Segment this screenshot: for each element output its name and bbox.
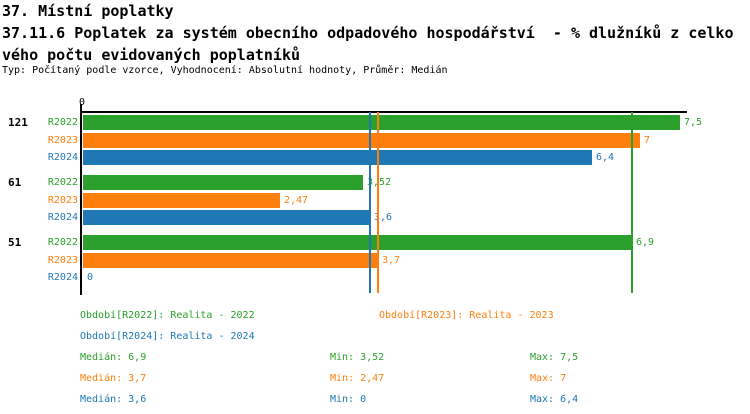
bar xyxy=(83,193,280,208)
bar xyxy=(83,115,680,130)
category-label: 51 xyxy=(8,236,22,249)
page-title: 37. Místní poplatky xyxy=(2,2,174,20)
legend-item-r2024: Období[R2024]: Realita - 2024 xyxy=(80,331,255,342)
bar-value-label: 6,4 xyxy=(596,152,615,163)
x-axis-zero-tick-label: 0 xyxy=(78,97,86,108)
category-label: 61 xyxy=(8,176,22,189)
stat-min-r2023: Min: 2,47 xyxy=(330,373,385,384)
series-row-label: R2023 xyxy=(47,255,78,266)
series-row-label: R2022 xyxy=(47,117,78,128)
series-row-label: R2024 xyxy=(47,152,78,163)
series-row-label: R2022 xyxy=(47,177,78,188)
bar-value-label: 3,52 xyxy=(367,177,392,188)
median-reference-line xyxy=(631,112,633,293)
stat-max-r2024: Max: 6,4 xyxy=(530,394,579,405)
stat-min-r2022: Min: 3,52 xyxy=(330,352,385,363)
series-row-label: R2022 xyxy=(47,237,78,248)
bar-value-label: 7,5 xyxy=(684,117,703,128)
bar-value-label: 3,6 xyxy=(374,212,393,223)
bar xyxy=(83,133,640,148)
x-axis-line xyxy=(81,111,687,113)
bar xyxy=(83,235,632,250)
series-row-label: R2023 xyxy=(47,195,78,206)
report-meta: Typ: Počítaný podle vzorce, Vyhodnocení:… xyxy=(2,65,448,76)
page-subtitle-line2: vého počtu evidovaných poplatníků xyxy=(2,46,301,64)
bar xyxy=(83,150,592,165)
bar xyxy=(83,253,378,268)
bar-value-label: 3,7 xyxy=(382,255,401,266)
page-subtitle-line1: 37.11.6 Poplatek za systém obecního odpa… xyxy=(2,24,734,42)
stat-max-r2022: Max: 7,5 xyxy=(530,352,579,363)
bar xyxy=(83,175,363,190)
bar-value-label: 0 xyxy=(87,272,94,283)
legend-item-r2022: Období[R2022]: Realita - 2022 xyxy=(80,310,255,321)
stat-median-r2023: Medián: 3,7 xyxy=(80,373,147,384)
stat-median-r2024: Medián: 3,6 xyxy=(80,394,147,405)
stat-max-r2023: Max: 7 xyxy=(530,373,567,384)
series-row-label: R2024 xyxy=(47,212,78,223)
y-axis-line xyxy=(80,104,82,295)
series-row-label: R2024 xyxy=(47,272,78,283)
bar-value-label: 6,9 xyxy=(636,237,655,248)
category-label: 121 xyxy=(8,116,28,129)
series-row-label: R2023 xyxy=(47,135,78,146)
bar-value-label: 2,47 xyxy=(284,195,309,206)
bar xyxy=(83,210,370,225)
median-reference-line xyxy=(369,112,371,293)
median-reference-line xyxy=(377,112,379,293)
bar-value-label: 7 xyxy=(644,135,651,146)
legend-item-r2023: Období[R2023]: Realita - 2023 xyxy=(379,310,554,321)
stat-median-r2022: Medián: 6,9 xyxy=(80,352,147,363)
stat-min-r2024: Min: 0 xyxy=(330,394,367,405)
